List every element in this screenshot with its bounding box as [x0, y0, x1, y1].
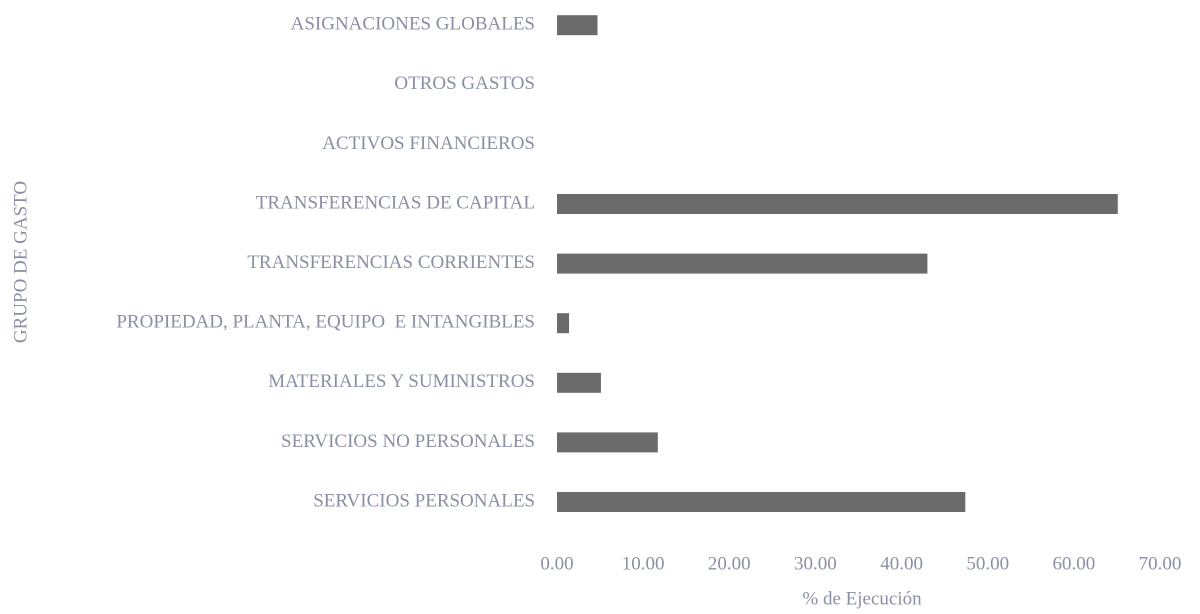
x-tick-label: 30.00 — [794, 553, 837, 574]
bar — [557, 372, 601, 393]
y-tick-label: TRANSFERENCIAS DE CAPITAL — [256, 192, 535, 213]
y-tick-label: MATERIALES Y SUMINISTROS — [268, 371, 535, 392]
y-tick-label: TRANSFERENCIAS CORRIENTES — [247, 252, 535, 273]
bar — [557, 492, 966, 512]
x-tick-label: 60.00 — [1052, 553, 1095, 574]
y-tick-label: ACTIVOS FINANCIEROS — [322, 133, 535, 154]
y-tick-label: OTROS GASTOS — [394, 73, 535, 94]
y-tick-label: PROPIEDAD, PLANTA, EQUIPO E INTANGIBLES — [116, 312, 535, 333]
y-axis-label: GRUPO DE GASTO — [10, 181, 31, 343]
bar — [557, 313, 570, 334]
y-tick-label: ASIGNACIONES GLOBALES — [291, 14, 535, 35]
x-tick-label: 70.00 — [1139, 553, 1182, 574]
bar — [557, 15, 598, 36]
y-tick-label: SERVICIOS NO PERSONALES — [281, 431, 535, 452]
x-axis-label: % de Ejecución — [802, 588, 922, 609]
x-tick-label: 10.00 — [622, 553, 665, 574]
x-tick-label: 0.00 — [540, 553, 573, 574]
bar — [557, 194, 1118, 214]
bar — [557, 432, 658, 453]
x-tick-label: 20.00 — [708, 553, 751, 574]
bar — [557, 253, 928, 274]
x-tick-label: 40.00 — [880, 553, 923, 574]
y-tick-label: SERVICIOS PERSONALES — [313, 490, 535, 511]
x-tick-label: 50.00 — [966, 553, 1009, 574]
